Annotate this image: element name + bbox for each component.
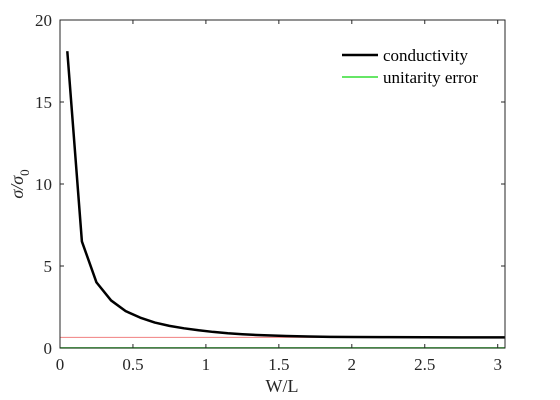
y-axis-label-subscript: 0 <box>17 169 32 176</box>
x-tick-label: 2.5 <box>414 355 435 374</box>
y-tick-label: 5 <box>44 257 53 276</box>
legend: conductivity unitarity error <box>342 46 478 87</box>
x-tick-label: 3 <box>493 355 502 374</box>
plot-frame <box>59 19 506 349</box>
x-tick-label: 1.5 <box>268 355 289 374</box>
x-tick-label: 0.5 <box>122 355 143 374</box>
y-axis-label-main: σ/σ <box>7 175 27 199</box>
plot-area <box>60 20 505 348</box>
x-axis-label: W/L <box>266 376 299 396</box>
series-line-conductivity <box>66 51 505 339</box>
y-tick-label: 0 <box>44 339 53 358</box>
ticks-layer: 0 0.5 1 1.5 2 2.5 3 0 5 10 15 20 <box>35 11 505 374</box>
y-tick-label: 15 <box>35 93 52 112</box>
y-tick-label: 10 <box>35 175 52 194</box>
legend-label-unitarity-error: unitarity error <box>383 68 478 87</box>
y-axis-label-group: σ/σ0 <box>7 169 32 198</box>
x-tick-label: 2 <box>348 355 357 374</box>
x-tick-label: 0 <box>56 355 65 374</box>
x-tick-label: 1 <box>202 355 211 374</box>
y-tick-label: 20 <box>35 11 52 30</box>
legend-label-conductivity: conductivity <box>383 46 468 65</box>
y-axis-label: σ/σ0 <box>7 169 32 198</box>
